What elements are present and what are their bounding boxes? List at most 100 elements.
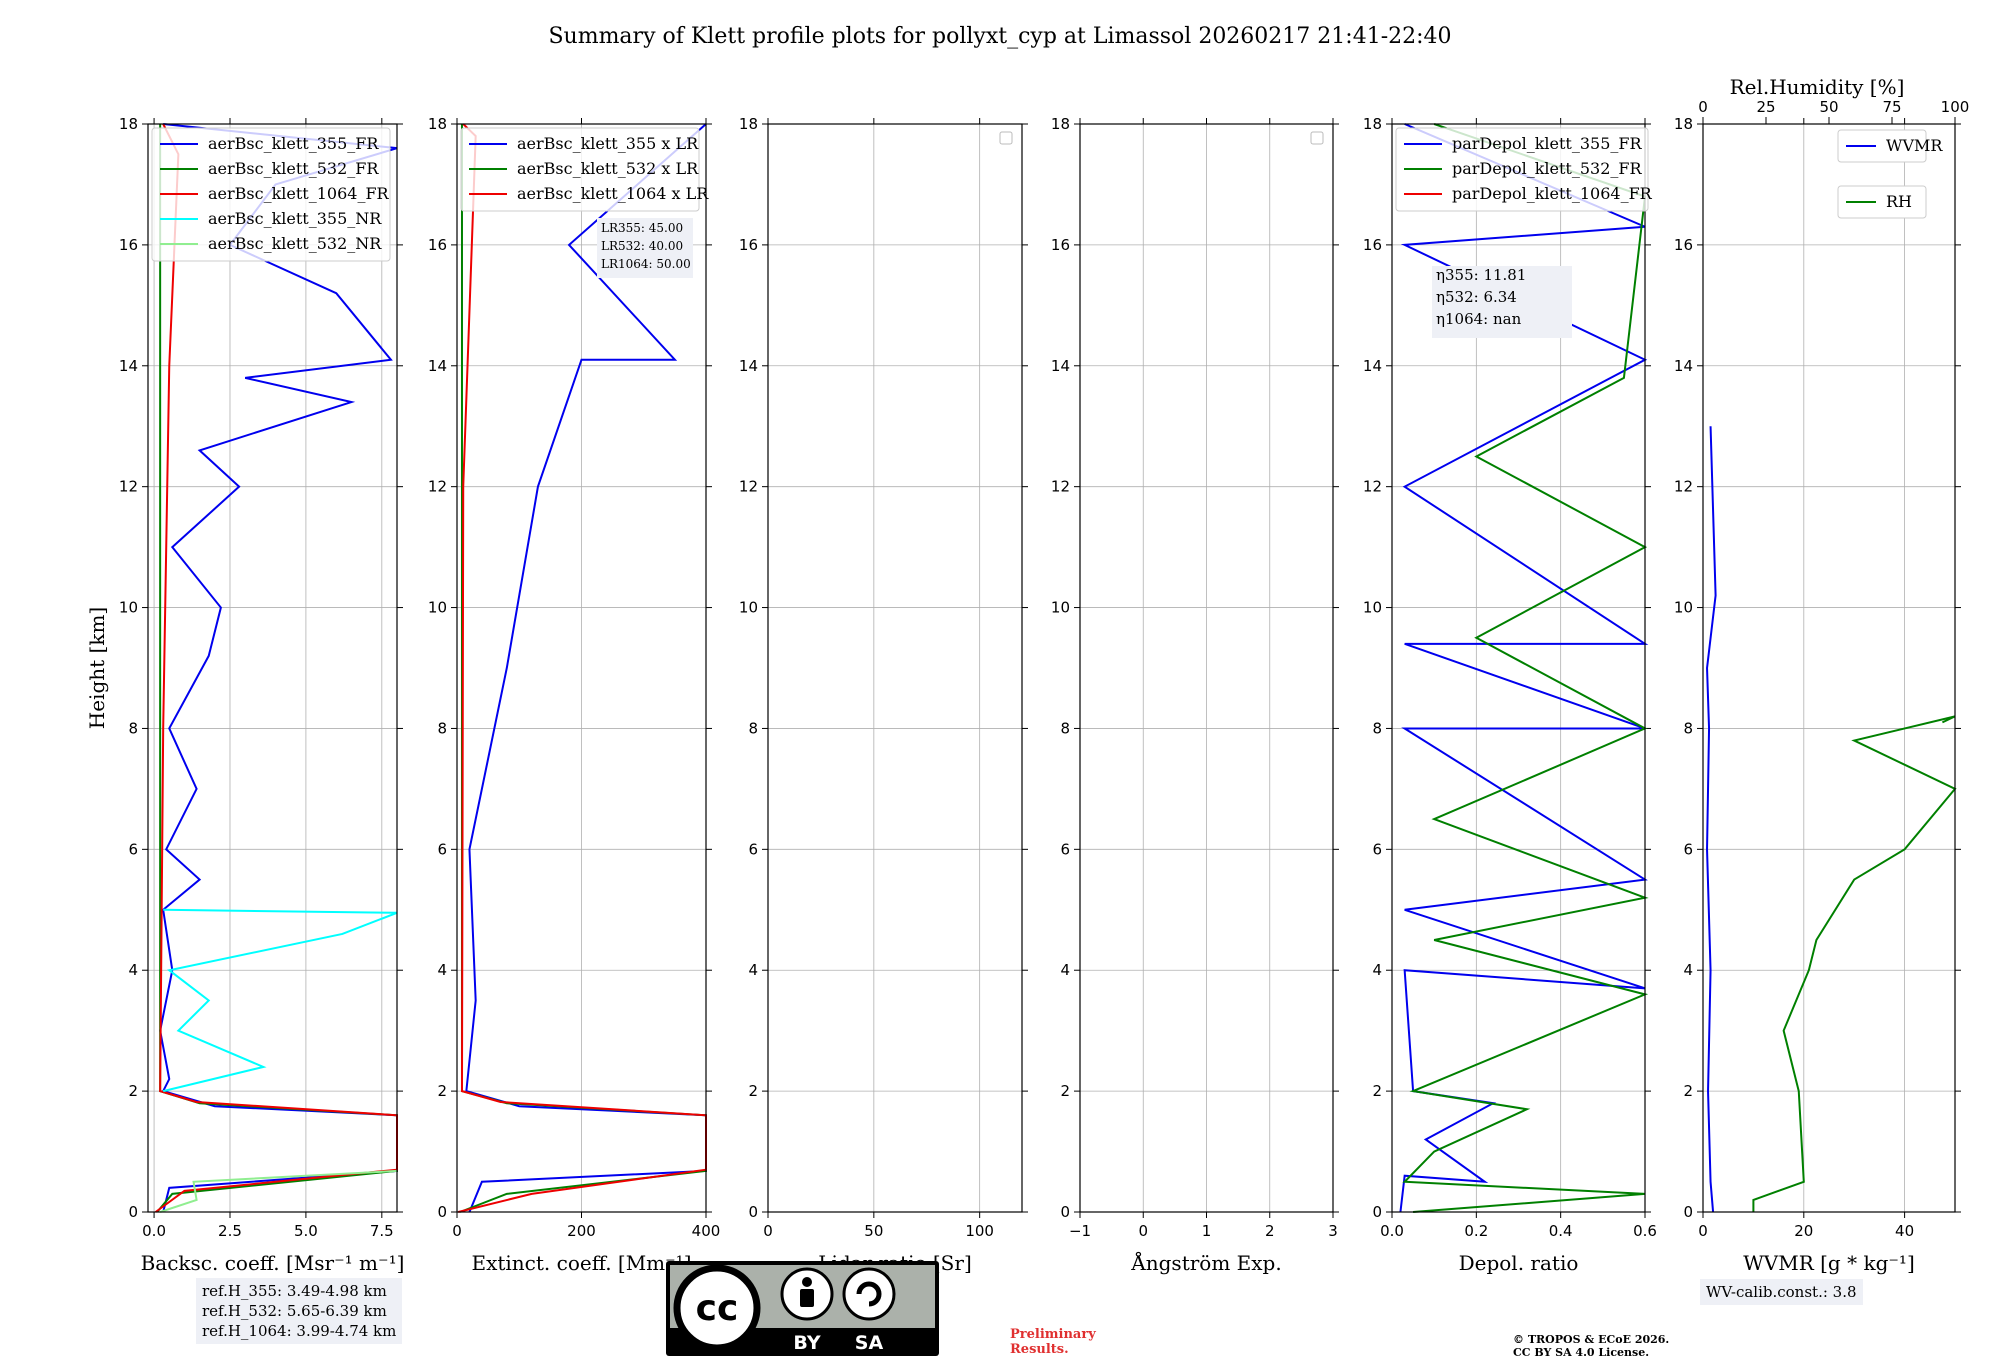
panel-depolarization: 0 2 4 6 8 10 12 14 16 18 0.0 0.2 0.4 0.6 Depol. ratio p…	[1363, 115, 1657, 1275]
ytick-label: 2	[1060, 1082, 1070, 1100]
xtick-label: 0	[1138, 1222, 1148, 1240]
ytick-label: 8	[1683, 719, 1693, 737]
xtick-label: 400	[692, 1222, 721, 1240]
ytick-label: 8	[128, 719, 138, 737]
ytick-label: 12	[119, 478, 138, 496]
ytick-label: 6	[748, 840, 758, 858]
ytick-label: 18	[1674, 115, 1693, 133]
series-RH	[1752, 715, 1957, 1212]
ytick-label: 18	[119, 115, 138, 133]
legend-box	[1837, 185, 1927, 219]
cc-sa-label: SA	[855, 1332, 884, 1354]
axes-frame	[456, 123, 707, 1213]
ytick-label: 12	[428, 478, 447, 496]
series-aerBsc_klett_1064 x LR	[458, 123, 707, 1213]
xtick-label: −1	[1069, 1222, 1091, 1240]
legend-label: aerBsc_klett_532 x LR	[517, 159, 699, 178]
ytick-label: 6	[1060, 840, 1070, 858]
xtick-label: 50	[864, 1222, 883, 1240]
xtick-label: 20	[1794, 1222, 1813, 1240]
ytick-label: 16	[1051, 236, 1070, 254]
annotation-line: LR355: 45.00	[601, 221, 683, 235]
ytick-label: 2	[437, 1082, 447, 1100]
copyright-line-1: © TROPOS & ECoE 2026.	[1513, 1333, 1670, 1346]
ytick-label: 14	[1363, 357, 1382, 375]
x-axis-label: Backsc. coeff. [Msr⁻¹ m⁻¹]	[141, 1251, 405, 1275]
xtick-label: 7.5	[370, 1222, 394, 1240]
xtick-label: 0.0	[142, 1222, 166, 1240]
ytick-label: 4	[1683, 961, 1693, 979]
panel-water-vapor: 0 2 4 6 8 10 12 14 16 18 0 20 40 WVMR [g * kg⁻¹] 0 25 50…	[1674, 75, 1969, 1275]
ytick-label: 0	[437, 1203, 447, 1221]
ytick-label: 12	[1674, 478, 1693, 496]
preliminary-results-note: Preliminary Results.	[1010, 1327, 1096, 1357]
xtick-label: 2.5	[218, 1222, 242, 1240]
legend-label: parDepol_klett_355_FR	[1452, 134, 1643, 153]
ytick-label: 14	[1051, 357, 1070, 375]
legend-box	[1395, 127, 1649, 212]
xtick-label: 0	[1698, 1222, 1708, 1240]
legend-label: parDepol_klett_1064_FR	[1452, 184, 1653, 203]
ref-h-532: ref.H_532: 5.65-6.39 km	[202, 1302, 387, 1320]
ytick-label: 12	[739, 478, 758, 496]
ytick-label: 10	[428, 599, 447, 617]
xtick-label: 5.0	[294, 1222, 318, 1240]
cc-by-label: BY	[793, 1332, 820, 1354]
ytick-label: 0	[128, 1203, 138, 1221]
ytick-label: 10	[739, 599, 758, 617]
wv-calibration-box: WV-calib.const.: 3.8	[1700, 1279, 1863, 1305]
xtick-label: 0.2	[1464, 1222, 1488, 1240]
ytick-label: 0	[1060, 1203, 1070, 1221]
copyright-note: © TROPOS & ECoE 2026. CC BY SA 4.0 Licen…	[1513, 1333, 1669, 1359]
ytick-label: 8	[437, 719, 447, 737]
ytick-label: 18	[739, 115, 758, 133]
ytick-label: 4	[128, 961, 138, 979]
ytick-label: 8	[1060, 719, 1070, 737]
ytick-label: 2	[128, 1082, 138, 1100]
ytick-label: 14	[739, 357, 758, 375]
top-xtick-label: 75	[1882, 98, 1901, 116]
ytick-label: 14	[428, 357, 447, 375]
empty-legend-box	[1310, 131, 1324, 145]
legend-box	[151, 127, 391, 262]
legend-label: aerBsc_klett_355_FR	[208, 134, 379, 153]
ytick-label: 2	[748, 1082, 758, 1100]
xtick-label: 100	[965, 1222, 994, 1240]
ytick-label: 16	[1363, 236, 1382, 254]
legend-label: aerBsc_klett_355 x LR	[517, 134, 699, 153]
ytick-label: 2	[1683, 1082, 1693, 1100]
ytick-label: 14	[119, 357, 138, 375]
xtick-label: 0	[452, 1222, 462, 1240]
series-aerBsc_klett_532_NR	[159, 1169, 398, 1213]
series-aerBsc_klett_355 x LR	[465, 123, 707, 1213]
ytick-label: 6	[1683, 840, 1693, 858]
xtick-label: 1	[1202, 1222, 1212, 1240]
ref-h-355: ref.H_355: 3.49-4.98 km	[202, 1282, 387, 1300]
top-xtick-label: 100	[1941, 98, 1970, 116]
xtick-label: 200	[567, 1222, 596, 1240]
panel-backscatter: 0 2 4 6 8 10 12 14 16 18 0.0 2.5 5.0 7.5 Backsc. coeff…	[85, 115, 404, 1275]
figure-title: Summary of Klett profile plots for polly…	[548, 24, 1451, 49]
axes-frame	[767, 123, 1023, 1213]
legend-label: parDepol_klett_532_FR	[1452, 159, 1643, 178]
preliminary-line-1: Preliminary	[1010, 1327, 1096, 1342]
annotation-line: η532: 6.34	[1436, 288, 1517, 306]
xtick-label: 40	[1895, 1222, 1914, 1240]
legend-label: aerBsc_klett_1064_FR	[208, 184, 390, 203]
xtick-label: 0.0	[1380, 1222, 1404, 1240]
copyright-line-2: CC BY SA 4.0 License.	[1513, 1346, 1650, 1359]
axes-frame	[1702, 123, 1956, 1213]
ytick-label: 10	[119, 599, 138, 617]
legend-label: aerBsc_klett_1064 x LR	[517, 184, 709, 203]
ytick-label: 2	[1372, 1082, 1382, 1100]
preliminary-line-2: Results.	[1010, 1342, 1069, 1357]
series-aerBsc_klett_532 x LR	[459, 124, 707, 1213]
x-axis-label: Depol. ratio	[1459, 1251, 1579, 1275]
ytick-label: 0	[1372, 1203, 1382, 1221]
ref-h-1064: ref.H_1064: 3.99-4.74 km	[202, 1322, 397, 1340]
ytick-label: 16	[119, 236, 138, 254]
ytick-label: 12	[1363, 478, 1382, 496]
ytick-label: 16	[1674, 236, 1693, 254]
ytick-label: 18	[1051, 115, 1070, 133]
